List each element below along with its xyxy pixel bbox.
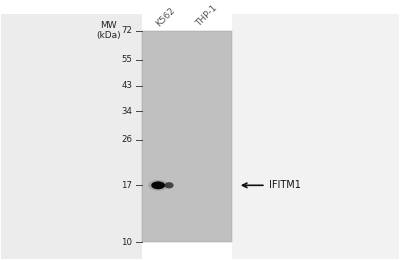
Text: 34: 34	[121, 107, 132, 116]
Text: 43: 43	[121, 81, 132, 90]
Text: K562: K562	[154, 6, 177, 28]
Text: MW
(kDa): MW (kDa)	[96, 21, 121, 40]
Text: 72: 72	[121, 26, 132, 35]
Ellipse shape	[165, 182, 174, 188]
Bar	[232, 14, 399, 259]
Text: 26: 26	[121, 135, 132, 144]
Text: 55: 55	[121, 55, 132, 64]
Bar	[1, 14, 142, 259]
Text: THP-1: THP-1	[194, 3, 219, 28]
Text: 17: 17	[121, 181, 132, 190]
Ellipse shape	[148, 180, 168, 191]
Bar	[142, 31, 232, 242]
Ellipse shape	[151, 181, 165, 189]
Text: IFITM1: IFITM1	[268, 180, 300, 190]
Text: 10: 10	[121, 238, 132, 246]
